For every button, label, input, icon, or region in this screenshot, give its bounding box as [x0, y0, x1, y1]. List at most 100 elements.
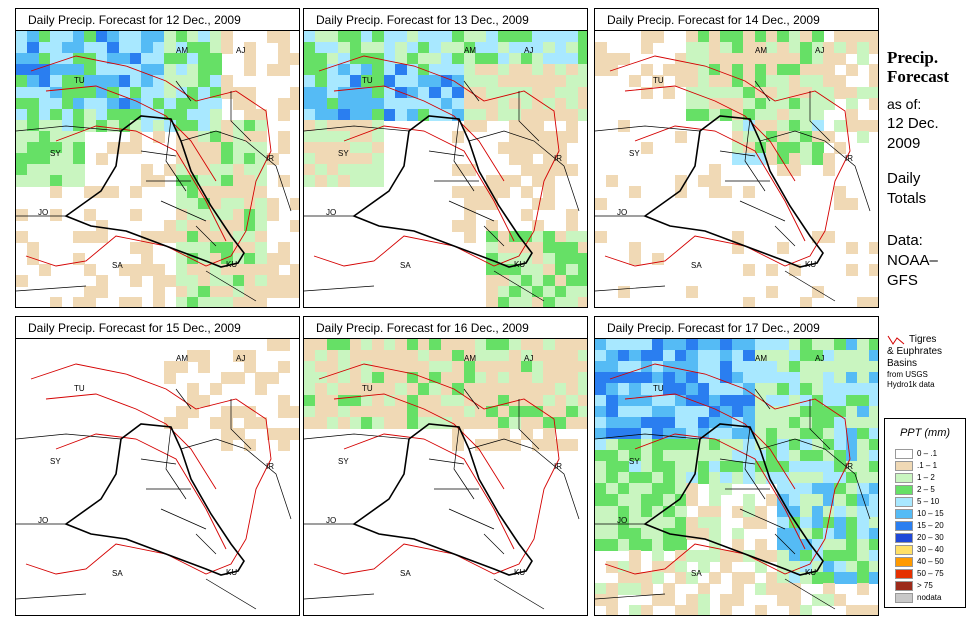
precip-cell — [440, 75, 453, 88]
precip-cell — [440, 42, 453, 55]
precip-cell — [50, 97, 63, 110]
precip-cell — [255, 230, 268, 243]
iraq-border — [643, 423, 824, 576]
precip-cell — [338, 42, 351, 55]
precip-cell — [463, 53, 476, 66]
precip-cell — [175, 31, 188, 43]
precip-cell — [130, 142, 142, 154]
precip-cell — [130, 42, 142, 55]
precip-cell — [326, 42, 339, 55]
precip-cell — [278, 108, 291, 121]
precip-cell — [164, 64, 177, 77]
precip-cell — [73, 119, 85, 132]
precip-cell — [326, 31, 339, 43]
precip-cell — [16, 119, 28, 132]
precip-cell — [141, 164, 154, 177]
precip-cell — [198, 153, 211, 166]
precip-cell — [395, 42, 408, 55]
precip-cell — [16, 230, 28, 243]
precip-cell — [175, 42, 188, 55]
precip-cell — [16, 142, 28, 154]
precip-cell — [532, 31, 544, 43]
precip-cell — [577, 31, 587, 43]
precip-cell — [244, 230, 256, 243]
boundary-overlay: AM AJ TU SY IR JO SA KU — [595, 354, 871, 610]
precip-cell — [187, 31, 199, 43]
precip-cell — [73, 164, 85, 177]
precip-cell — [61, 175, 74, 188]
iraq-border — [643, 115, 824, 268]
precip-cell — [304, 97, 316, 110]
precip-cell — [221, 264, 234, 277]
precip-cell — [509, 53, 522, 66]
precip-cell — [255, 264, 268, 277]
data-source-block: Data: NOAA– GFS — [887, 231, 938, 291]
precip-cell — [209, 31, 222, 43]
precip-cell — [440, 97, 453, 110]
precip-cell — [61, 31, 74, 43]
precip-cell — [198, 175, 211, 188]
precip-cell — [152, 53, 165, 66]
precip-cell — [475, 42, 487, 55]
ppt-label: 10 – 15 — [917, 509, 944, 518]
precip-cell — [175, 264, 188, 277]
precip-cell — [27, 253, 40, 265]
country-label: AM — [176, 354, 188, 363]
country-label: TU — [74, 384, 85, 393]
precip-cell — [532, 97, 544, 110]
province-lines — [304, 388, 580, 610]
precip-cell — [221, 75, 234, 88]
precip-cell — [232, 153, 245, 166]
ppt-legend-entry: 2 – 5 — [895, 485, 935, 495]
title-line: Precip. — [887, 48, 939, 67]
precip-cell — [232, 230, 245, 243]
precip-cell — [130, 275, 142, 288]
country-label: IR — [266, 154, 274, 163]
precip-cell — [509, 31, 522, 43]
precip-cell — [152, 64, 165, 77]
country-label: AM — [464, 354, 476, 363]
precip-cell — [361, 31, 373, 43]
forecast-panel-4: Daily Precip. Forecast for 15 Dec., 2009… — [15, 316, 300, 616]
precip-cell — [463, 64, 476, 77]
iraq-border — [64, 115, 245, 268]
precip-cell — [244, 241, 256, 254]
precip-cell — [244, 197, 256, 210]
country-label: TU — [362, 76, 373, 85]
precip-cell — [187, 42, 199, 55]
precip-cell — [164, 31, 177, 43]
forecast-panel-6: Daily Precip. Forecast for 17 Dec., 2009… — [594, 316, 879, 616]
precip-cell — [73, 297, 85, 307]
ppt-swatch — [895, 569, 913, 579]
precip-cell — [232, 97, 245, 110]
panel-title: Daily Precip. Forecast for 14 Dec., 2009 — [595, 9, 878, 31]
precip-cell — [16, 75, 28, 88]
precip-cell — [577, 42, 587, 55]
ppt-swatch — [895, 545, 913, 555]
precip-cell — [95, 42, 108, 55]
precip-cell — [315, 53, 328, 66]
precip-cell — [16, 208, 28, 221]
precip-cell — [95, 97, 108, 110]
precip-cell — [338, 75, 351, 88]
precip-cell — [463, 42, 476, 55]
precip-cell — [164, 86, 177, 99]
precip-cell — [406, 97, 419, 110]
ppt-legend-entry: 0 – .1 — [895, 449, 937, 459]
country-label: JO — [326, 208, 336, 217]
precip-cell — [554, 75, 567, 88]
basin-outline — [604, 55, 851, 267]
precip-cell — [509, 75, 522, 88]
basin-outline — [25, 55, 272, 267]
ppt-legend-entry: 20 – 30 — [895, 533, 944, 543]
precip-cell — [187, 230, 199, 243]
country-label: AM — [755, 46, 767, 55]
ppt-legend-entry: nodata — [895, 593, 941, 603]
panel-title: Daily Precip. Forecast for 12 Dec., 2009 — [16, 9, 299, 31]
precip-cell — [130, 297, 142, 307]
precip-cell — [221, 197, 234, 210]
country-label: JO — [38, 208, 48, 217]
precip-cell — [255, 297, 268, 307]
precip-cell — [244, 64, 256, 77]
precip-cell — [278, 286, 291, 299]
